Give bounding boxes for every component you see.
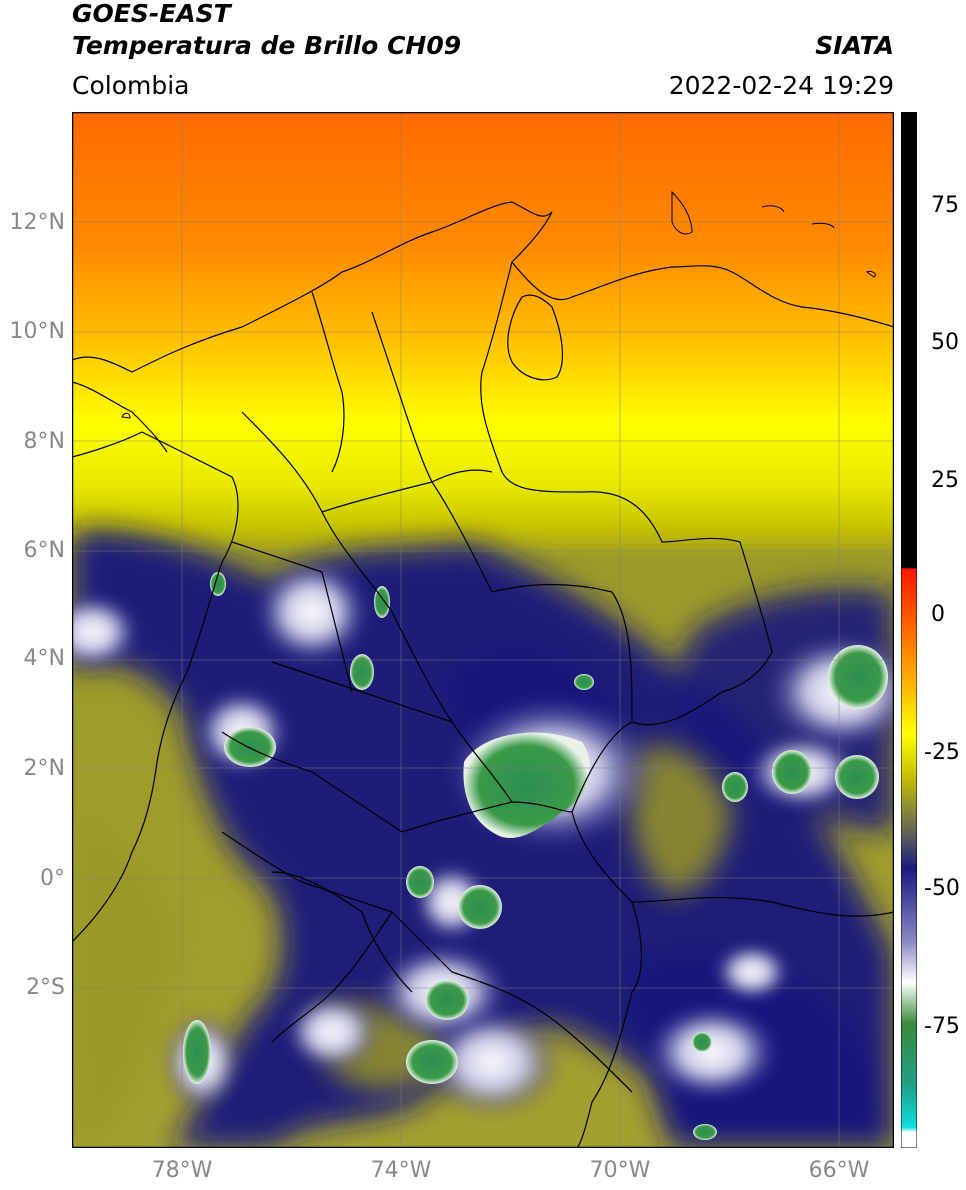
lon-label: 70°W — [589, 1158, 651, 1183]
lat-label: 8°N — [23, 429, 65, 454]
colorbar-tick: 25 — [931, 468, 959, 493]
colorbar-tick: -50 — [924, 876, 960, 901]
lon-label: 66°W — [808, 1158, 870, 1183]
colorbar-tick: 75 — [931, 193, 959, 218]
lat-label: 2°N — [23, 756, 65, 781]
map-frame — [72, 112, 894, 1148]
lat-label: 4°N — [23, 646, 65, 671]
colorbar-tick: -25 — [924, 740, 960, 765]
caribbean-islands — [121, 190, 876, 419]
lat-label: 2°S — [26, 975, 65, 1000]
lat-label: 0° — [40, 866, 65, 891]
colorbar-tick: -75 — [924, 1014, 960, 1039]
datetime-label: 2022-02-24 19:29 — [668, 71, 894, 100]
lat-label: 12°N — [9, 210, 65, 235]
colorbar-tick: 50 — [931, 330, 959, 355]
lat-label: 10°N — [9, 319, 65, 344]
coldest-cores — [183, 572, 888, 1140]
satellite-title: GOES-EAST — [72, 0, 231, 28]
lon-label: 74°W — [370, 1158, 432, 1183]
colorbar-tick: 0 — [931, 602, 945, 627]
lat-label: 6°N — [23, 538, 65, 563]
country-borders — [72, 201, 894, 1148]
region-label: Colombia — [72, 71, 190, 100]
org-label: SIATA — [815, 31, 894, 60]
product-title: Temperatura de Brillo CH09 — [72, 31, 462, 60]
lon-label: 78°W — [151, 1158, 213, 1183]
brightness-temperature-map[interactable] — [72, 112, 894, 1148]
colorbar — [901, 112, 917, 1148]
